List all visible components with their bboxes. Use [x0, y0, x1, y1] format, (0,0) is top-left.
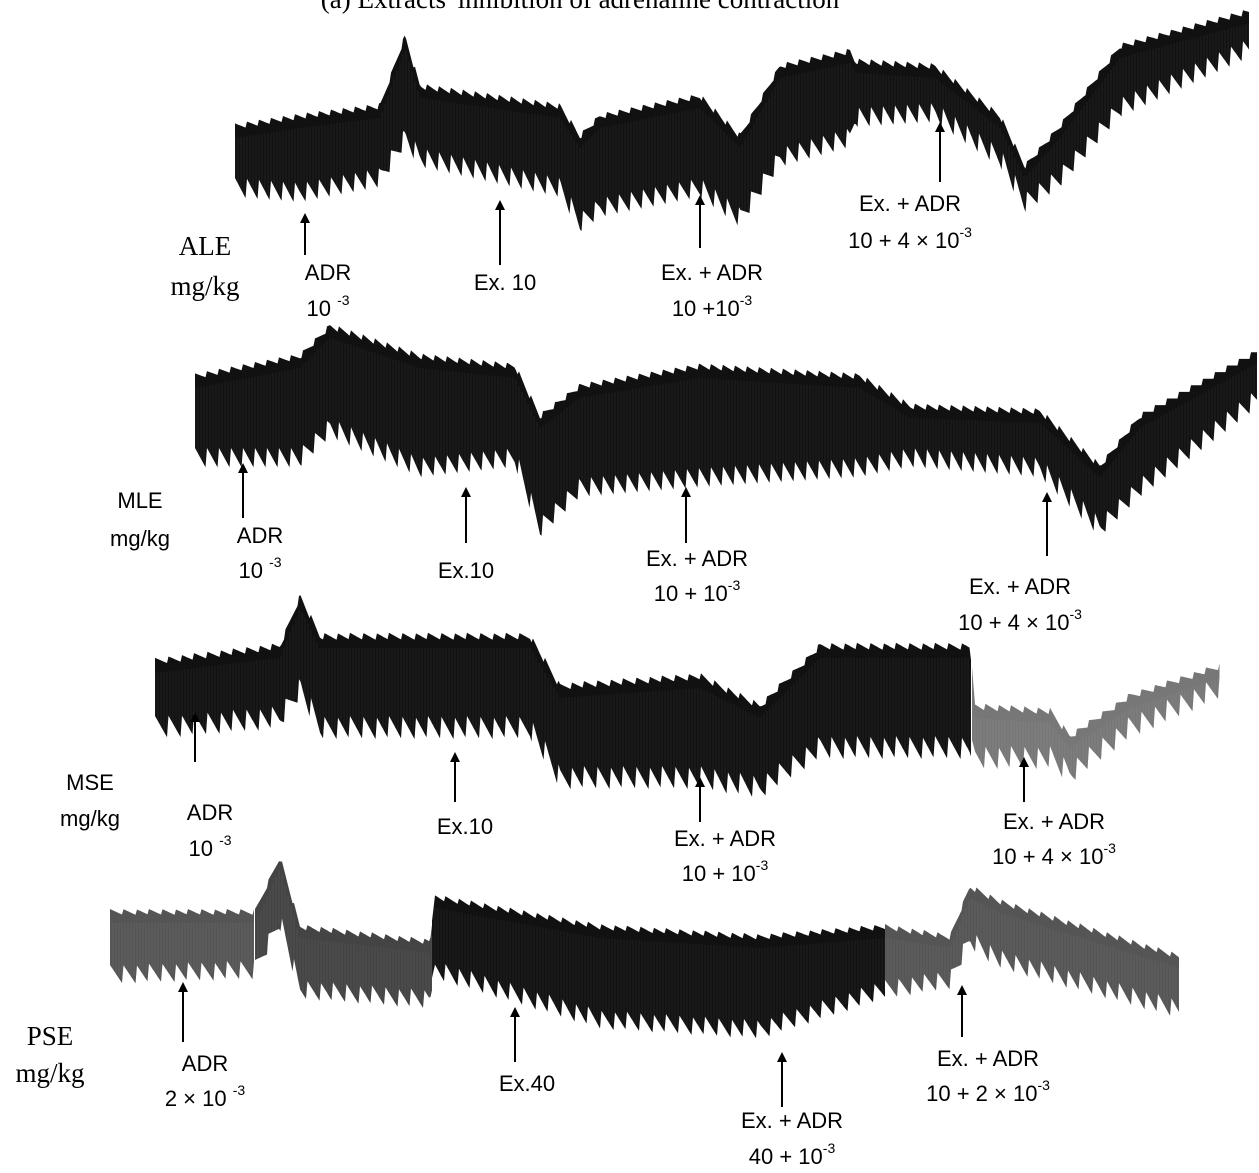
- annotation-text: 10: [188, 836, 219, 861]
- annotation-text: Ex.10: [437, 814, 493, 839]
- annotation-text: 10 + 4 × 10: [848, 228, 959, 253]
- annotation-text: 2 × 10: [165, 1086, 233, 1111]
- annotation-text: 10: [238, 558, 269, 583]
- annotation-text: Ex. + ADR: [969, 574, 1071, 599]
- panel-label: MLE: [117, 488, 162, 513]
- annotation-text: 10 + 4 × 10: [992, 844, 1103, 869]
- annotation: ADR: [187, 800, 233, 825]
- annotation: Ex. + ADR: [1003, 809, 1105, 834]
- annotation-superscript: -3: [1069, 606, 1082, 622]
- annotation-superscript: -3: [1103, 840, 1116, 856]
- panel-label: PSE: [27, 1021, 74, 1051]
- annotation-superscript: -3: [233, 1082, 246, 1098]
- annotation: Ex. + ADR: [661, 260, 763, 285]
- annotation-text: Ex.10: [438, 558, 494, 583]
- panel-label: ALE: [179, 231, 231, 261]
- annotation-text: 10 + 10: [654, 581, 728, 606]
- annotation: Ex. + ADR: [741, 1108, 843, 1133]
- annotation-text: 10: [306, 296, 337, 321]
- annotation-text: 10 +10: [672, 296, 740, 321]
- annotation-text: Ex.40: [499, 1071, 555, 1096]
- annotation: ADR: [182, 1051, 228, 1076]
- annotation: Ex. + ADR: [969, 574, 1071, 599]
- panel-label: mg/kg: [15, 1058, 84, 1088]
- annotation: Ex. + ADR: [859, 191, 961, 216]
- annotation: 40 + 10-3: [749, 1140, 836, 1169]
- panel-label: mg/kg: [110, 526, 170, 551]
- annotation-superscript: -3: [337, 292, 350, 308]
- trace: [255, 861, 432, 1008]
- annotation-text: 10 + 4 × 10: [958, 610, 1069, 635]
- trace: [432, 895, 885, 1038]
- annotation: Ex.40: [499, 1071, 555, 1096]
- annotation: Ex. + ADR: [674, 826, 776, 851]
- annotation: 10 + 4 × 10-3: [958, 606, 1082, 635]
- annotation: Ex. + ADR: [937, 1046, 1039, 1071]
- annotation: ADR: [237, 523, 283, 548]
- annotation: Ex. 10: [474, 270, 536, 295]
- annotation: 10 + 4 × 10-3: [848, 224, 972, 253]
- annotation: 10 + 10-3: [682, 857, 769, 886]
- annotation-text: ADR: [187, 800, 233, 825]
- annotation: Ex.10: [437, 814, 493, 839]
- trace: [972, 663, 1220, 780]
- annotation: 10 + 2 × 10-3: [926, 1077, 1050, 1106]
- annotation-superscript: -3: [1037, 1077, 1050, 1093]
- annotation-text: Ex. + ADR: [859, 191, 961, 216]
- annotation: 10 + 10-3: [654, 577, 741, 606]
- annotation-text: ADR: [182, 1051, 228, 1076]
- annotation-text: 10 + 2 × 10: [926, 1081, 1037, 1106]
- annotation-superscript: -3: [219, 832, 232, 848]
- annotation: 10 + 4 × 10-3: [992, 840, 1116, 869]
- panel-label: mg/kg: [170, 271, 239, 301]
- annotation: Ex.10: [438, 558, 494, 583]
- annotation-text: Ex. + ADR: [646, 546, 748, 571]
- annotation-text: Ex. + ADR: [937, 1046, 1039, 1071]
- panel-label: mg/kg: [60, 806, 120, 831]
- figure: ALEmg/kgADR10 -3Ex. 10Ex. + ADR10 +10-3E…: [0, 0, 1259, 1173]
- panel-label: MSE: [66, 770, 114, 795]
- annotation: 10 +10-3: [672, 292, 753, 321]
- annotation-text: Ex. 10: [474, 270, 536, 295]
- annotation-text: Ex. + ADR: [1003, 809, 1105, 834]
- annotation: Ex. + ADR: [646, 546, 748, 571]
- annotation-text: Ex. + ADR: [741, 1108, 843, 1133]
- annotation-text: ADR: [305, 260, 351, 285]
- annotation-text: 10 + 10: [682, 861, 756, 886]
- annotation: 2 × 10 -3: [165, 1082, 246, 1111]
- annotation-text: Ex. + ADR: [674, 826, 776, 851]
- annotation-superscript: -3: [823, 1140, 836, 1156]
- annotation-superscript: -3: [756, 857, 769, 873]
- annotation-superscript: -3: [959, 224, 972, 240]
- annotation: ADR: [305, 260, 351, 285]
- figure-title: (a) Extracts' inhibition of adrenaline c…: [321, 0, 840, 14]
- annotation-text: 40 + 10: [749, 1144, 823, 1169]
- annotation-text: Ex. + ADR: [661, 260, 763, 285]
- annotation-superscript: -3: [728, 577, 741, 593]
- annotation-text: ADR: [237, 523, 283, 548]
- annotation-superscript: -3: [740, 292, 753, 308]
- annotation: 10 -3: [188, 832, 231, 861]
- annotation: 10 -3: [238, 554, 281, 583]
- annotation: 10 -3: [306, 292, 349, 321]
- annotation-superscript: -3: [269, 554, 282, 570]
